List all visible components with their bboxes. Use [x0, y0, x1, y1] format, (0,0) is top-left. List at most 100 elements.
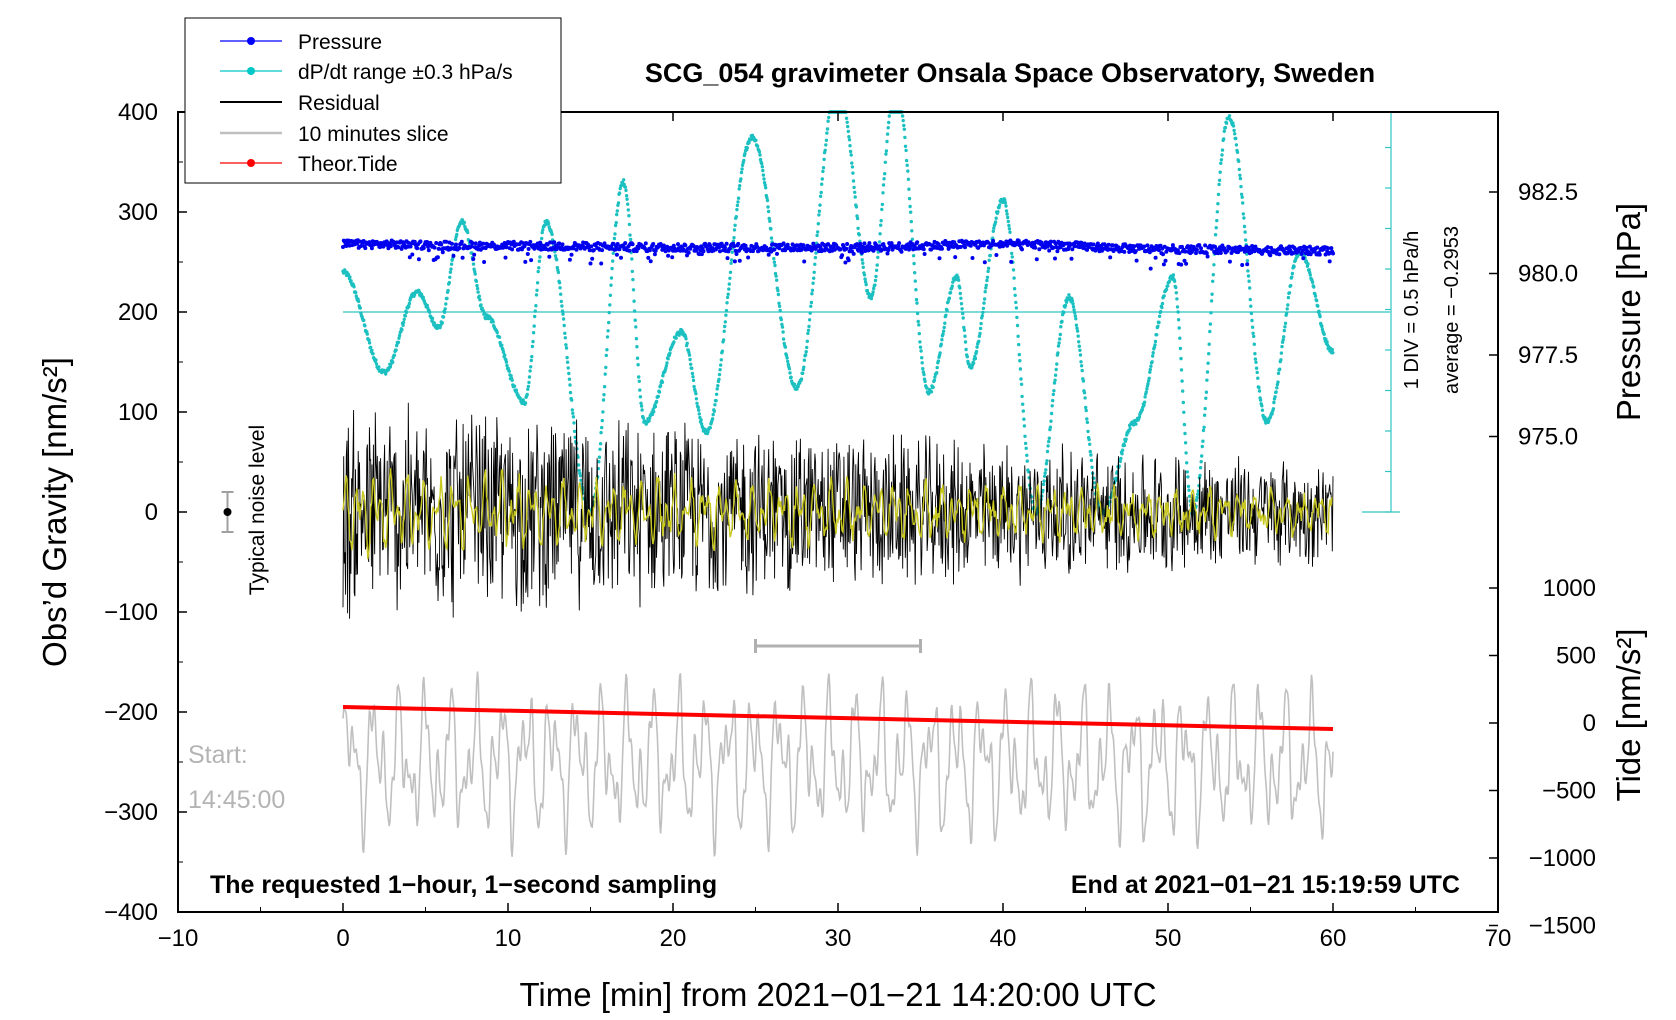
pressure-point	[801, 243, 806, 248]
dpdt-point	[933, 375, 937, 379]
pressure-point	[459, 239, 464, 244]
dpdt-point	[475, 286, 480, 291]
pressure-point	[588, 261, 593, 266]
slice-series	[342, 671, 1334, 857]
pressure-point	[915, 240, 920, 245]
dpdt-point	[1048, 425, 1053, 429]
pressure-point	[522, 244, 527, 249]
dpdt-point	[903, 135, 907, 140]
dpdt-point	[1194, 498, 1199, 502]
dpdt-point	[1018, 359, 1022, 363]
dpdt-point	[664, 364, 669, 368]
x-tick-label: 70	[1485, 925, 1512, 952]
dpdt-point	[685, 341, 689, 345]
dpdt-point	[1047, 439, 1051, 444]
dpdt-point	[1047, 436, 1052, 440]
pressure-point	[1250, 244, 1255, 248]
pressure-point	[799, 247, 804, 252]
dpdt-point	[717, 377, 721, 381]
filtered-line	[342, 468, 1333, 560]
dpdt-point	[1267, 419, 1271, 423]
dpdt-point	[885, 139, 889, 144]
dpdt-point	[714, 399, 718, 403]
dpdt-point	[523, 401, 528, 405]
pressure-point	[1133, 249, 1138, 254]
dpdt-point	[906, 169, 910, 173]
dpdt-point	[807, 318, 812, 322]
dpdt-point	[606, 329, 610, 333]
dpdt-point	[1042, 479, 1046, 483]
scale-average-label: average = −0.2953	[1441, 226, 1463, 394]
dpdt-point	[535, 281, 540, 285]
dpdt-point	[694, 397, 699, 401]
dpdt-point	[1316, 304, 1320, 308]
dpdt-point	[778, 308, 782, 313]
dpdt-point	[1052, 381, 1057, 385]
pressure-point	[724, 241, 729, 246]
dpdt-point	[1086, 429, 1090, 434]
pressure-series	[341, 238, 1335, 271]
dpdt-point	[728, 270, 733, 274]
dpdt-point	[477, 294, 481, 298]
dpdt-point	[823, 148, 827, 152]
pressure-point	[444, 239, 449, 244]
dpdt-point	[727, 287, 731, 291]
dpdt-point	[689, 362, 693, 366]
legend-marker-pressure	[247, 37, 255, 45]
dpdt-point	[1255, 370, 1259, 375]
pressure-point	[591, 248, 596, 253]
pressure-point	[845, 242, 850, 246]
dpdt-point	[442, 310, 447, 314]
dpdt-point	[992, 226, 996, 230]
dpdt-point	[986, 269, 990, 274]
pressure-point	[481, 241, 486, 246]
dpdt-point	[1025, 459, 1030, 463]
dpdt-point	[1187, 488, 1191, 492]
dpdt-point	[984, 283, 988, 287]
dpdt-point	[611, 259, 615, 263]
dpdt-point	[466, 230, 470, 235]
pressure-point	[1110, 243, 1115, 248]
dpdt-point	[907, 187, 911, 191]
dpdt-point	[1171, 273, 1176, 277]
dpdt-point	[991, 229, 995, 233]
dpdt-point	[853, 195, 857, 199]
dpdt-point	[564, 346, 569, 350]
pressure-point	[523, 259, 528, 264]
pressure-point	[1327, 259, 1332, 264]
dpdt-point	[559, 292, 563, 296]
dpdt-point	[1054, 367, 1058, 372]
dpdt-point	[1201, 439, 1205, 443]
dpdt-point	[1220, 153, 1224, 157]
dpdt-point	[507, 369, 511, 373]
pressure-point	[953, 255, 958, 260]
legend-box	[184, 17, 562, 184]
pressure-point	[1079, 240, 1084, 245]
dpdt-point	[1056, 351, 1060, 355]
dpdt-point	[1275, 386, 1279, 390]
dpdt-point	[1214, 226, 1218, 230]
dpdt-point	[1243, 230, 1247, 234]
dpdt-point	[567, 371, 571, 376]
dpdt-point	[737, 187, 741, 191]
pressure-point	[482, 260, 487, 264]
dpdt-point	[740, 163, 745, 167]
dpdt-point	[1157, 314, 1162, 318]
dpdt-point	[533, 314, 537, 319]
dpdt-point	[1271, 407, 1276, 411]
dpdt-point	[1286, 303, 1290, 307]
dpdt-point	[1044, 462, 1049, 466]
pressure-point	[781, 241, 786, 246]
dpdt-point	[370, 348, 374, 353]
dpdt-point	[624, 194, 629, 198]
dpdt-point	[1024, 446, 1028, 450]
dpdt-point	[725, 301, 729, 305]
pressure-point	[470, 241, 475, 246]
dpdt-point	[697, 408, 701, 412]
dpdt-point	[529, 365, 533, 369]
dpdt-point	[608, 293, 613, 297]
dpdt-point	[1062, 310, 1066, 315]
pressure-point	[1033, 245, 1038, 250]
pressure-point	[363, 246, 368, 251]
pressure-point	[1317, 252, 1322, 257]
